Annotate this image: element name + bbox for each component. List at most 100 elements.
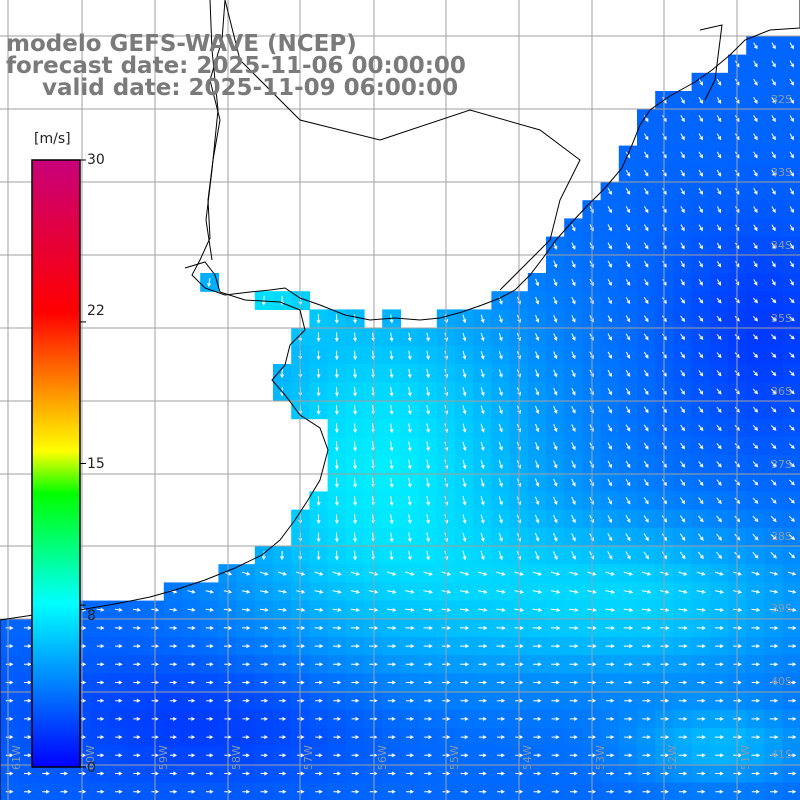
- wind-arrow: [353, 550, 358, 561]
- wind-arrow: [462, 514, 467, 524]
- wind-arrow: [751, 771, 761, 776]
- wind-arrow: [698, 297, 704, 304]
- lat-label: 41S: [771, 748, 792, 761]
- wind-arrow: [715, 662, 724, 667]
- wind-arrow: [242, 735, 250, 740]
- wind-arrow: [751, 662, 761, 667]
- wind-arrow: [5, 789, 14, 794]
- wind-arrow: [789, 242, 794, 250]
- wind-arrow: [680, 169, 685, 177]
- wind-arrow: [260, 789, 269, 794]
- wind-arrow: [423, 607, 433, 612]
- wind-arrow: [369, 753, 378, 758]
- wind-arrow: [498, 460, 503, 469]
- wind-arrow: [551, 716, 560, 721]
- wind-arrow: [752, 370, 758, 377]
- wind-arrow: [680, 388, 686, 395]
- wind-arrow: [770, 789, 779, 794]
- wind-arrow: [698, 169, 703, 177]
- wind-arrow: [625, 424, 631, 432]
- wind-arrow: [23, 625, 32, 630]
- wind-arrow: [133, 698, 141, 703]
- wind-arrow: [789, 279, 794, 286]
- wind-arrow: [789, 96, 794, 104]
- wind-arrow: [716, 133, 722, 141]
- wind-arrow: [625, 224, 631, 232]
- wind-arrow: [353, 477, 358, 488]
- wind-arrow: [498, 314, 503, 324]
- wind-arrow: [624, 716, 633, 721]
- wind-arrow: [316, 550, 321, 561]
- wind-arrow: [789, 78, 794, 86]
- wind-arrow: [534, 514, 540, 524]
- wind-arrow: [771, 279, 776, 286]
- wind-arrow: [353, 368, 358, 379]
- wind-arrow: [133, 716, 141, 721]
- wind-arrow: [553, 514, 558, 524]
- wind-arrow: [332, 625, 342, 630]
- wind-arrow: [334, 314, 339, 324]
- wind-arrow: [571, 478, 576, 487]
- wind-arrow: [788, 552, 796, 559]
- wind-arrow: [788, 515, 795, 522]
- wind-arrow: [698, 151, 703, 159]
- wind-arrow: [188, 698, 196, 703]
- wind-arrow: [97, 716, 105, 721]
- wind-arrow: [315, 680, 323, 685]
- wind-arrow: [788, 698, 797, 703]
- wind-arrow: [625, 497, 631, 505]
- wind-arrow: [426, 405, 430, 415]
- wind-arrow: [553, 260, 558, 269]
- wind-arrow: [571, 333, 576, 341]
- wind-arrow: [625, 333, 631, 341]
- wind-arrow: [480, 423, 485, 433]
- wind-arrow: [788, 497, 795, 504]
- wind-arrow: [535, 296, 540, 305]
- wind-arrow: [716, 497, 722, 505]
- wind-arrow: [188, 716, 196, 721]
- wind-arrow: [314, 589, 324, 594]
- wind-arrow: [351, 644, 360, 649]
- latitude-labels: 32S 33S 34S 35S 36S 37S 38S 39S 40S 41S: [771, 93, 792, 761]
- wind-arrow: [607, 369, 612, 378]
- wind-arrow: [334, 496, 339, 506]
- wind-arrow: [716, 315, 722, 322]
- wind-arrow: [553, 351, 558, 360]
- wind-arrow: [424, 753, 433, 758]
- wind-arrow: [716, 151, 722, 159]
- wind-arrow: [316, 314, 321, 324]
- wind-arrow: [643, 115, 649, 123]
- wind-arrow: [242, 680, 251, 685]
- wind-arrow: [789, 425, 795, 431]
- wind-arrow: [242, 644, 251, 649]
- wind-arrow: [680, 206, 685, 214]
- wind-arrow: [696, 571, 706, 576]
- wind-arrow: [716, 333, 722, 340]
- wind-arrow: [426, 514, 430, 525]
- wind-arrow: [480, 332, 485, 342]
- wind-arrow: [496, 571, 506, 576]
- wind-arrow: [678, 716, 688, 721]
- wind-arrow: [753, 133, 758, 141]
- wind-arrow: [314, 662, 324, 667]
- wind-arrow: [607, 297, 612, 305]
- wind-arrow: [261, 295, 266, 306]
- lon-label: 58W: [230, 745, 243, 770]
- wind-arrow: [607, 260, 612, 268]
- wind-arrow: [606, 716, 615, 721]
- wind-arrow: [535, 333, 540, 342]
- wind-arrow: [551, 662, 561, 667]
- lon-label: 61W: [10, 745, 23, 770]
- wind-arrow: [389, 368, 394, 379]
- wind-arrow: [789, 406, 795, 413]
- wind-arrow: [187, 625, 196, 630]
- wind-arrow: [753, 187, 758, 195]
- wind-arrow: [426, 532, 430, 543]
- wind-arrow: [606, 771, 615, 776]
- wind-arrow: [133, 771, 141, 776]
- wind-arrow: [115, 698, 123, 703]
- wind-arrow: [387, 753, 396, 758]
- wind-arrow: [770, 406, 777, 413]
- lat-label: 39S: [771, 602, 792, 615]
